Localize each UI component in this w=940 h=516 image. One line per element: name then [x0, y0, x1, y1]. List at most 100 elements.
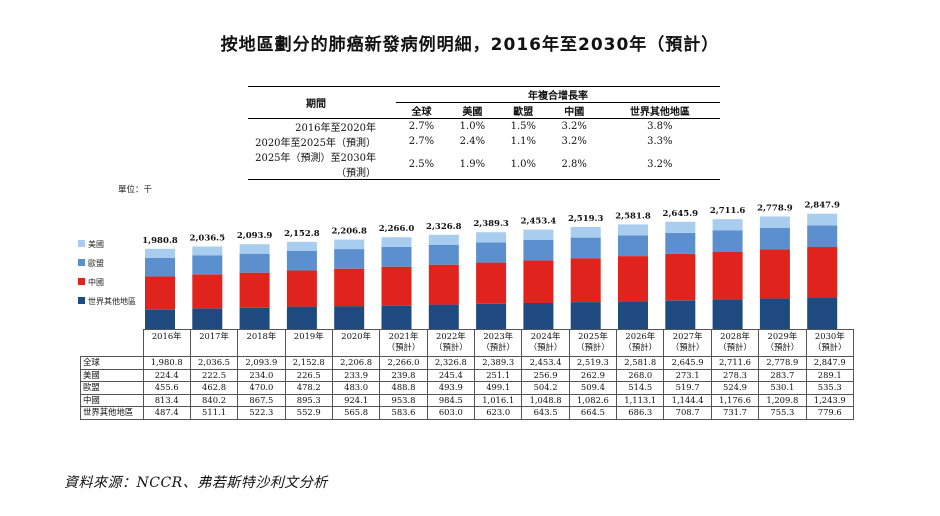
- bar-segment-eu: [145, 257, 175, 277]
- year-label: 2023年: [483, 331, 514, 341]
- table-cell: 686.3: [616, 406, 665, 420]
- total-label: 2,847.9: [804, 201, 840, 211]
- table-cell: 623.0: [474, 406, 523, 420]
- bar-group: [145, 213, 838, 329]
- total-label: 2,581.8: [615, 211, 651, 221]
- table-cell: 245.4: [426, 368, 476, 382]
- bar-segment-china: [239, 272, 270, 308]
- table-cell: 1,144.4: [663, 393, 712, 407]
- bar-segment-china: [618, 256, 648, 302]
- bar-segment-eu: [665, 232, 696, 254]
- table-cell: 470.0: [237, 381, 286, 395]
- bar-segment-rest-of-world: [665, 300, 696, 329]
- cagr-value: 2.7%: [408, 121, 435, 132]
- estimate-label: （預計）: [386, 342, 421, 352]
- table-cell: 583.6: [379, 406, 428, 420]
- total-label: 2,453.4: [521, 217, 557, 227]
- total-label: 2,326.8: [426, 222, 462, 232]
- table-cell: 1,243.9: [805, 393, 855, 407]
- cagr-gap: [384, 149, 396, 180]
- legend-swatch-eu: [78, 259, 85, 266]
- bar-segment-eu: [570, 237, 601, 259]
- table-year-header: 2029年 （預計）: [758, 329, 807, 357]
- cagr-value: 3.3%: [647, 136, 673, 147]
- table-cell: 895.3: [284, 393, 333, 407]
- table-cell: 283.7: [758, 368, 807, 382]
- bar-segment-eu: [618, 235, 648, 257]
- legend-swatch-rest-of-world: [78, 297, 85, 304]
- legend-label-us: 美國: [88, 239, 104, 249]
- table-year-header: 2021年 （預計）: [379, 329, 428, 357]
- year-label: 2025年: [578, 331, 608, 341]
- table-row-label: 世界其他地區: [80, 406, 144, 420]
- table-year-header: 2019年: [284, 329, 333, 357]
- bar-segment-us: [665, 221, 696, 233]
- bar-segment-china: [476, 262, 507, 304]
- year-label: 2026年: [625, 331, 656, 341]
- table-cell: 262.9: [568, 368, 618, 382]
- estimate-label: （預計）: [765, 342, 800, 352]
- bar-segment-china: [286, 270, 317, 307]
- total-label: 2,093.9: [237, 231, 273, 241]
- table-cell: 251.1: [474, 368, 523, 382]
- estimate-label: （預計）: [481, 342, 515, 352]
- table-cell: 2,036.5: [189, 356, 239, 370]
- bar-segment-eu: [523, 240, 554, 261]
- table-row-label: 美國: [80, 368, 144, 382]
- table-cell: 664.5: [568, 406, 618, 420]
- cagr-value: 2.7%: [408, 136, 435, 147]
- table-cell: 519.7: [663, 381, 712, 395]
- table-cell: 779.6: [805, 406, 855, 420]
- table-cell: 2,519.3: [568, 356, 618, 370]
- bar-segment-china: [145, 276, 175, 310]
- cagr-gap: [384, 86, 396, 103]
- table-cell: 2,453.4: [521, 356, 570, 370]
- table-row: 美國 224.4 222.5 234.0 226.5 233.9 239.8 245.4 251…: [80, 368, 855, 382]
- table-cell: 2,389.3: [474, 356, 523, 370]
- bar-segment-rest-of-world: [618, 301, 648, 329]
- bar-segment-us: [523, 229, 554, 240]
- table-header-row: 2016年 2017年 2018年 2019年 2020年 2021年 （預計） 2022年（…: [80, 329, 855, 357]
- cagr-group-header: 年複合增長率: [396, 86, 720, 103]
- table-cell: 2,645.9: [663, 356, 712, 370]
- table-cell: 278.3: [710, 368, 760, 382]
- table-cell: 234.0: [237, 368, 286, 382]
- cagr-value: 2.5%: [396, 149, 447, 180]
- cagr-col-header: 歐盟: [497, 102, 549, 119]
- total-label: 2,645.9: [663, 209, 699, 219]
- table-cell: 268.0: [616, 368, 665, 382]
- year-label: 2027年: [672, 331, 703, 341]
- estimate-label: （預計）: [718, 342, 752, 352]
- bar-segment-eu: [428, 244, 459, 265]
- table-cell: 2,206.8: [331, 356, 381, 370]
- table-year-header: 2027年 （預計）: [663, 329, 712, 357]
- year-label: 2024年: [530, 331, 561, 341]
- chart-legend: 美國 歐盟 中國 世界其他地區: [78, 239, 136, 306]
- bar-segment-eu: [476, 242, 507, 263]
- table-cell: 984.5: [426, 393, 476, 407]
- table-cell: 511.1: [189, 406, 239, 420]
- bar-segment-us: [712, 219, 743, 231]
- bar-segment-rest-of-world: [428, 304, 459, 329]
- table-year-header: 2016年: [142, 329, 191, 357]
- bar-segment-rest-of-world: [334, 306, 365, 329]
- bar-segment-rest-of-world: [476, 303, 507, 329]
- table-cell: 524.9: [710, 381, 760, 395]
- bar-segment-us: [286, 241, 317, 251]
- cagr-value: 3.2%: [561, 136, 587, 147]
- source-note: 資料來源：NCCR、弗若斯特沙利文分析: [64, 475, 328, 491]
- bar-segment-china: [523, 260, 554, 303]
- bar-segment-eu: [759, 227, 790, 250]
- table-row-label: 歐盟: [80, 381, 144, 395]
- cagr-value: 2.8%: [548, 149, 600, 180]
- estimate-label: （預計）: [434, 342, 468, 352]
- bar-segment-us: [428, 234, 459, 245]
- estimate-label: （預計）: [623, 342, 658, 352]
- table-cell: 708.7: [663, 406, 712, 420]
- table-cell: 1,082.6: [568, 393, 618, 407]
- table-cell: 504.2: [521, 381, 570, 395]
- total-label: 2,266.0: [379, 224, 415, 234]
- table-cell: 2,093.9: [237, 356, 286, 370]
- year-label: 2017年: [199, 331, 229, 341]
- table-cell: 1,048.8: [521, 393, 570, 407]
